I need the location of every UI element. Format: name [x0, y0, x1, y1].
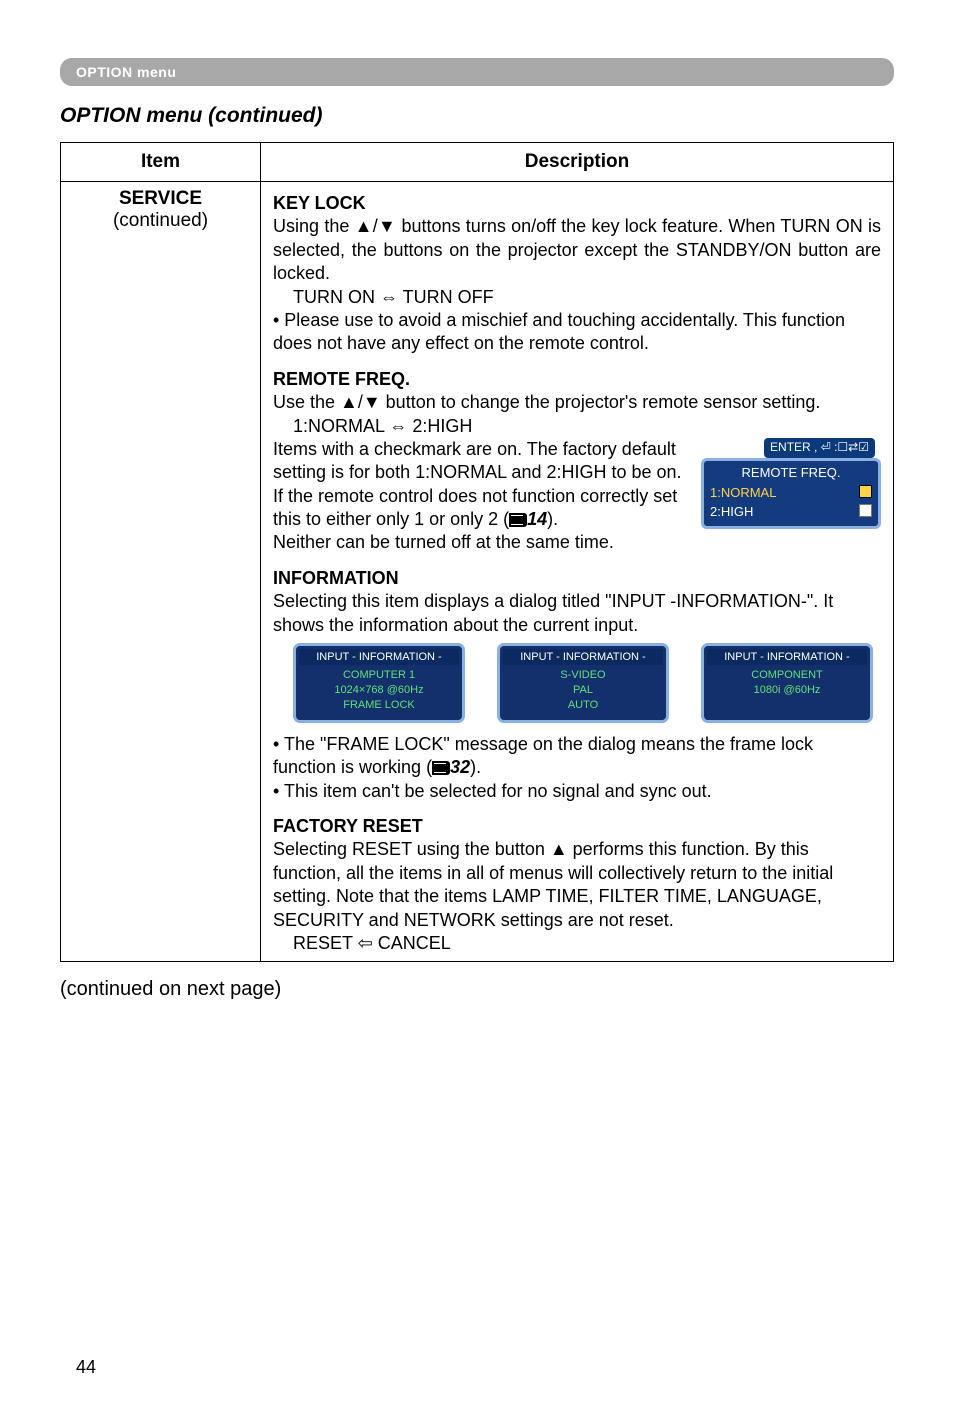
book-icon — [432, 761, 450, 775]
info-b1b: ). — [470, 757, 481, 777]
page-subtitle: OPTION menu (continued) — [60, 104, 894, 128]
book-icon — [509, 513, 527, 527]
remote-opt-2: 2:HIGH — [710, 504, 753, 521]
info-box-2-l1: S-VIDEO — [504, 668, 662, 683]
info-box-2: INPUT - INFORMATION - S-VIDEO PAL AUTO — [497, 643, 669, 723]
info-title: INFORMATION — [273, 567, 881, 590]
keylock-p1: Using the ▲/▼ buttons turns on/off the k… — [273, 215, 881, 285]
remote-freq-panel-wrap: ENTER , ⏎ :☐⇄☑ REMOTE FREQ. 1:NORMAL 2:H… — [701, 438, 881, 529]
info-b1a: • The "FRAME LOCK" message on the dialog… — [273, 734, 813, 777]
remote-ref: 14 — [527, 509, 547, 529]
info-boxes-row: INPUT - INFORMATION - COMPUTER 1 1024×76… — [293, 643, 881, 723]
checkbox-unchecked-icon — [859, 504, 872, 517]
page-number: 44 — [76, 1357, 96, 1378]
remote-opt-1: 1:NORMAL — [710, 485, 776, 502]
remote-title: REMOTE FREQ. — [273, 368, 881, 391]
factory-toggle: RESET ⇦ CANCEL — [293, 932, 881, 955]
remote-p2b: ). — [547, 509, 558, 529]
checkbox-checked-icon — [859, 485, 872, 498]
remote-freq-panel: REMOTE FREQ. 1:NORMAL 2:HIGH — [701, 458, 881, 530]
info-box-1-l2: 1024×768 @60Hz — [300, 683, 458, 698]
factory-title: FACTORY RESET — [273, 815, 881, 838]
remote-panel-head: REMOTE FREQ. — [710, 465, 872, 482]
remote-toggle: 1:NORMAL ⇔ 2:HIGH — [293, 415, 881, 438]
info-box-1-l1: COMPUTER 1 — [300, 668, 458, 683]
continued-next: (continued on next page) — [60, 978, 894, 1001]
info-box-1-l3: FRAME LOCK — [300, 698, 458, 713]
info-box-1-hdr: INPUT - INFORMATION - — [299, 649, 459, 665]
info-box-3: INPUT - INFORMATION - COMPONENT 1080i @6… — [701, 643, 873, 723]
service-continued: (continued) — [73, 210, 248, 232]
remote-p2a: Items with a checkmark are on. The facto… — [273, 439, 682, 529]
remote-hint: ENTER , ⏎ :☐⇄☑ — [764, 438, 875, 458]
info-box-2-hdr: INPUT - INFORMATION - — [503, 649, 663, 665]
description-cell: KEY LOCK Using the ▲/▼ buttons turns on/… — [261, 182, 894, 962]
info-box-3-hdr: INPUT - INFORMATION - — [707, 649, 867, 665]
info-box-2-l3: AUTO — [504, 698, 662, 713]
info-p1: Selecting this item displays a dialog ti… — [273, 590, 881, 637]
info-box-3-l2: 1080i @60Hz — [708, 683, 866, 698]
service-label: SERVICE — [73, 188, 248, 210]
option-menu-bar: OPTION menu — [60, 58, 894, 86]
col-item-header: Item — [61, 143, 261, 182]
info-box-1: INPUT - INFORMATION - COMPUTER 1 1024×76… — [293, 643, 465, 723]
remote-p3: Neither can be turned off at the same ti… — [273, 531, 881, 554]
col-desc-header: Description — [261, 143, 894, 182]
keylock-title: KEY LOCK — [273, 192, 881, 215]
info-box-2-l2: PAL — [504, 683, 662, 698]
keylock-bullet1: • Please use to avoid a mischief and tou… — [273, 309, 881, 356]
keylock-toggle: TURN ON ⇔ TURN OFF — [293, 286, 881, 309]
remote-p1: Use the ▲/▼ button to change the project… — [273, 391, 881, 414]
info-ref: 32 — [450, 757, 470, 777]
info-b2: • This item can't be selected for no sig… — [273, 780, 881, 803]
item-cell: SERVICE (continued) — [61, 182, 261, 962]
factory-p1: Selecting RESET using the button ▲ perfo… — [273, 838, 881, 932]
info-box-3-l1: COMPONENT — [708, 668, 866, 683]
option-table: Item Description SERVICE (continued) KEY… — [60, 142, 894, 962]
